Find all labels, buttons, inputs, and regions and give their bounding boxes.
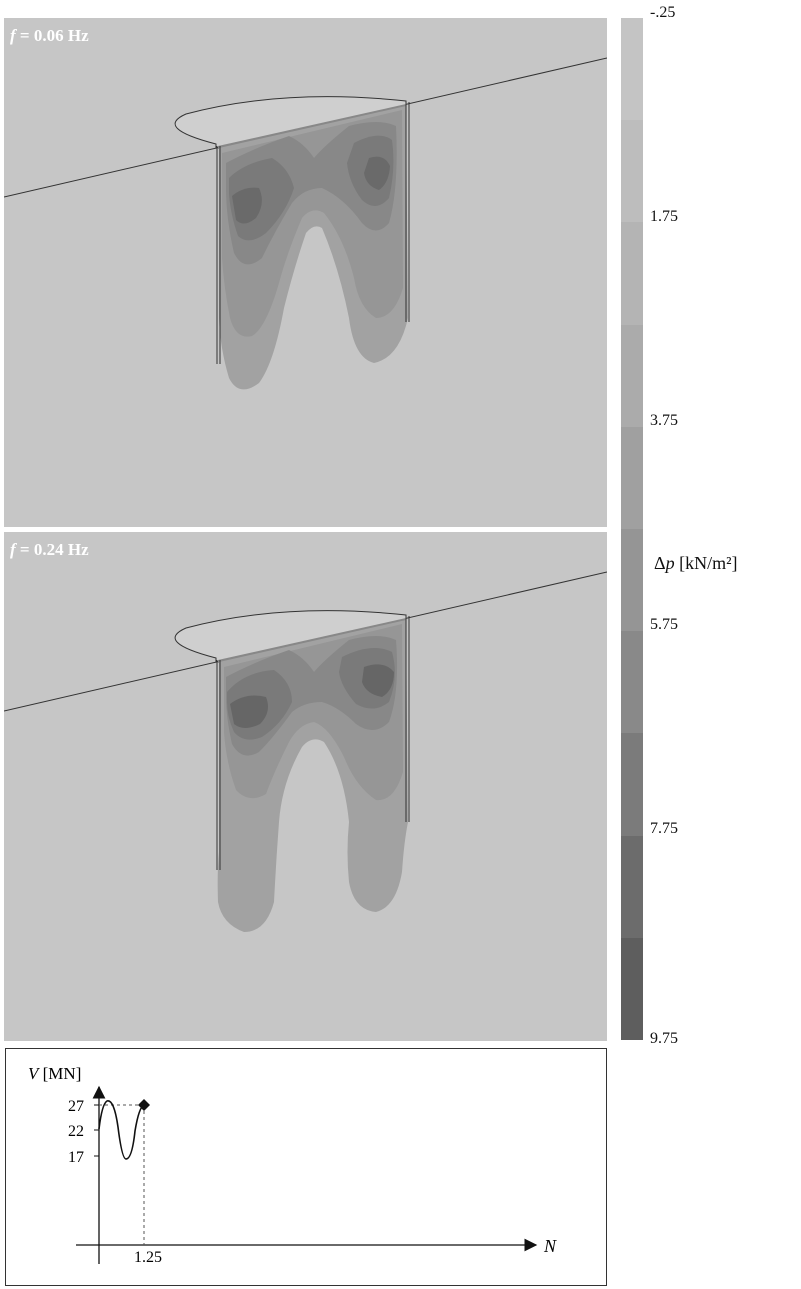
colorbar-band [621,18,643,121]
y-tick-label: 17 [68,1149,84,1166]
x-tick-label: 1.25 [134,1249,162,1266]
contour-plot-bottom [4,571,607,932]
load-path-plot: V [MN] 27 22 17 1.25 N [28,1064,557,1266]
load-path-graph: V [MN] 27 22 17 1.25 N [5,1048,607,1286]
load-curve [98,1100,145,1160]
colorbar-tick: 9.75 [650,1030,678,1047]
colorbar-band [621,631,643,734]
colorbar-tick: 5.75 [650,616,678,633]
colorbar-band [621,937,643,1041]
contour-level-5b [362,664,394,697]
x-axis-label: N [543,1236,557,1256]
contour-level-5b [364,156,390,190]
contour-plot-top [4,57,607,390]
colorbar-band [621,733,643,837]
foundation-lid [174,96,407,149]
y-tick-label: 22 [68,1123,84,1140]
colorbar-band [621,120,643,223]
contour-panel-top: f = 0.06 Hz [4,18,607,527]
colorbar [621,18,643,1041]
frequency-label-top: f = 0.06 Hz [10,26,89,45]
colorbar-band [621,426,643,530]
y-tick-label: 27 [68,1098,84,1115]
colorbar-band [621,529,643,632]
frequency-label-bottom: f = 0.24 Hz [10,540,89,559]
y-axis-label: V [MN] [28,1064,81,1083]
colorbar-tick: 3.75 [650,412,678,429]
current-state-marker [138,1099,150,1111]
contour-level-5 [232,187,262,224]
colorbar-tick: 7.75 [650,820,678,837]
colorbar-band [621,324,643,428]
colorbar-band [621,835,643,939]
colorbar-tick: 1.75 [650,208,678,225]
contour-panel-bottom: f = 0.24 Hz [4,532,607,1041]
colorbar-tick: -.25 [650,4,676,21]
foundation-lid [174,610,407,663]
colorbar-band [621,222,643,326]
contour-level-5 [230,695,268,728]
colorbar-title: Δp [kN/m²] [654,553,738,573]
